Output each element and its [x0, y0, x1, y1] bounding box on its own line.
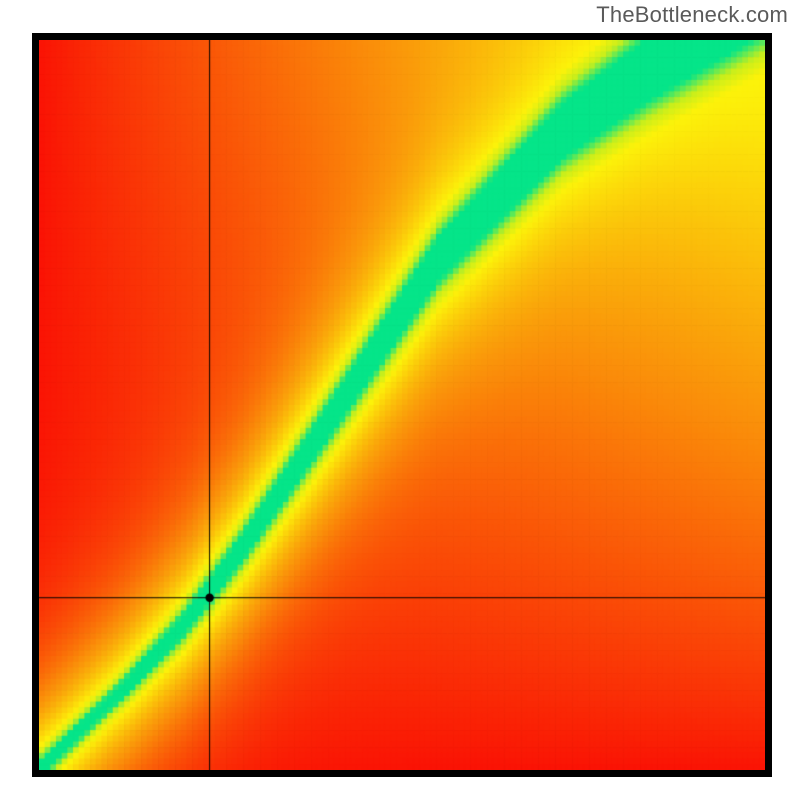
heatmap-plot-area	[32, 33, 772, 777]
watermark-text: TheBottleneck.com	[596, 2, 788, 28]
heatmap-canvas	[39, 40, 765, 770]
chart-container: TheBottleneck.com	[0, 0, 800, 800]
